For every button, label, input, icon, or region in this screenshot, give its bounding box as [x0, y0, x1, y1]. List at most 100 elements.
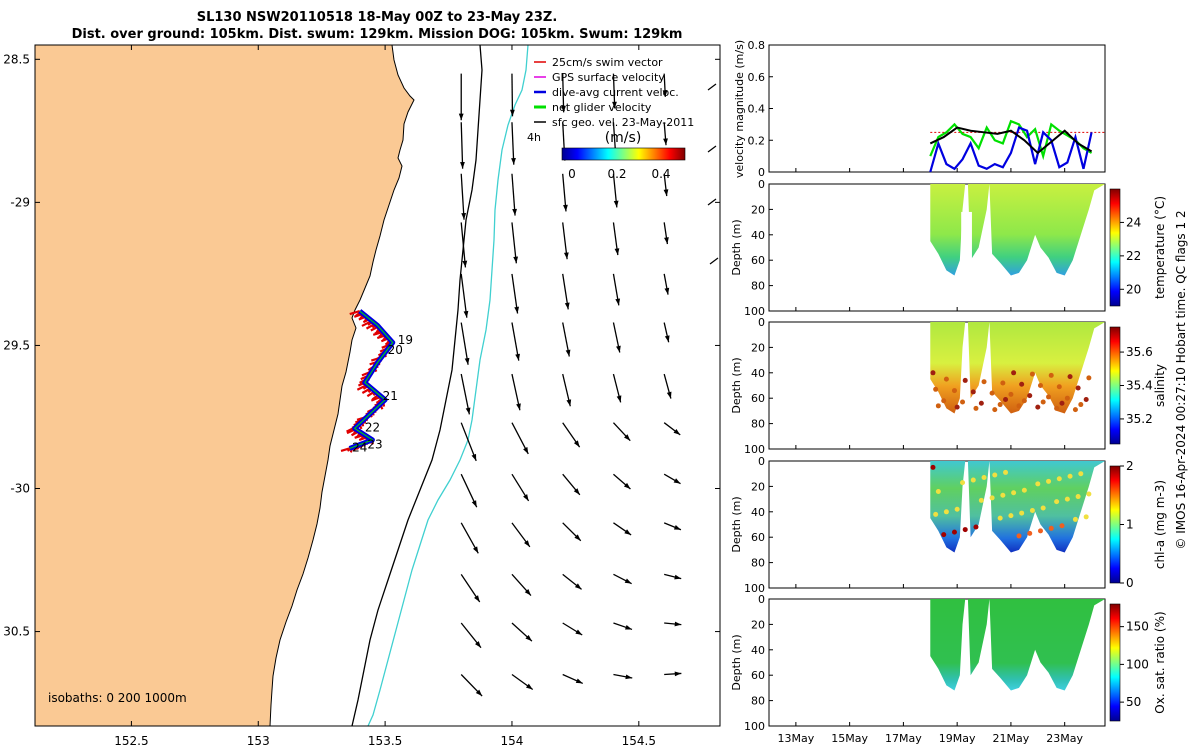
current-arrow: [663, 222, 669, 245]
section-sample-dot: [935, 488, 941, 494]
current-arrow: [511, 222, 519, 264]
section-y-tick-label: 40: [751, 506, 765, 519]
track-day-label: 19: [398, 333, 413, 347]
map-land: [35, 45, 415, 726]
current-arrow: [664, 573, 682, 580]
section-y-tick-label: 80: [751, 695, 765, 708]
section-sample-dot: [981, 379, 987, 385]
velocity-y-axis: 0 0.2 0.4 0.6 0.8: [748, 39, 773, 179]
section-sample-dot: [1035, 404, 1041, 410]
section-colorbar-label: temperature (°C): [1153, 196, 1167, 299]
map-legend: 25cm/s swim vector GPS surface velocity …: [534, 56, 694, 129]
section-sample-dot: [935, 403, 941, 409]
current-arrow: [511, 273, 520, 314]
section-sample-dot: [970, 389, 976, 395]
current-arrow: [663, 122, 668, 146]
current-arrow: [460, 122, 465, 169]
section-y-tick-label: 80: [751, 280, 765, 293]
section-sample-dot: [1008, 513, 1014, 519]
map-frame: [34, 44, 721, 727]
legend-sfc-geo: sfc geo. vel. 23-May-2011: [534, 116, 694, 129]
section-x-tick-label: 21May: [993, 732, 1030, 745]
velocity-panel: 0 0.2 0.4 0.6 0.8 velocity magnitude (m/s): [733, 39, 1106, 179]
current-arrow: [561, 73, 566, 113]
map-colorbar-tick-2: 0.4: [651, 167, 670, 181]
section-x-tick-label: 23May: [1046, 732, 1083, 745]
section-sample-dot: [1054, 499, 1060, 505]
velocity-y-tick-label: 0.2: [748, 134, 766, 147]
current-arrow: [613, 573, 632, 585]
section-sample-dot: [1072, 516, 1078, 522]
isobath-200: [351, 45, 483, 726]
section-colorbar-label: Ox. sat. ratio (%): [1153, 611, 1167, 713]
current-arrow: [709, 257, 719, 265]
current-arrow: [613, 673, 633, 680]
section-colorbar-label: chl-a (mg m-3): [1153, 480, 1167, 569]
section-sample-dot: [1075, 385, 1081, 391]
annotation-4h: 4h: [527, 131, 541, 144]
map-y-tick-label: 28.5: [3, 52, 30, 66]
section-sample-dot: [1008, 391, 1014, 397]
section-sample-dot: [978, 497, 984, 503]
glider-track: [340, 309, 396, 453]
current-arrow: [511, 373, 521, 411]
section-y-tick-label: 100: [744, 443, 765, 456]
section-sample-dot: [1037, 383, 1043, 388]
current-arrow: [511, 522, 531, 548]
section-sample-dot: [1003, 396, 1009, 402]
section-sample-dot: [997, 402, 1003, 408]
section-ylabel: Depth (m): [730, 357, 743, 413]
section-ylabel: Depth (m): [730, 496, 743, 552]
map-colorbar-tick-0: 0: [568, 167, 576, 181]
swim-vector: [349, 310, 361, 316]
section-sample-dot: [1083, 514, 1089, 520]
map-y-tick-label: 30.5: [3, 625, 30, 639]
current-arrow: [460, 322, 470, 365]
section-sample-dot: [1083, 396, 1089, 402]
section-sample-dot: [1000, 380, 1006, 386]
current-arrow: [562, 573, 582, 590]
section-y-tick-label: 100: [744, 720, 765, 733]
title-line-2: Dist. over ground: 105km. Dist. swum: 12…: [72, 27, 683, 42]
section-colorbar: [1109, 326, 1121, 445]
legend-swim-vector: 25cm/s swim vector: [534, 56, 663, 69]
current-arrow: [562, 373, 572, 407]
current-arrow: [662, 73, 668, 97]
section-y-tick-label: 0: [758, 178, 765, 191]
section-sample-dot: [1086, 375, 1092, 381]
section-sample-dot: [1086, 491, 1092, 497]
section-sample-dot: [951, 529, 957, 535]
section-colorbar-tick-label: 2: [1126, 459, 1134, 473]
current-arrow: [460, 622, 482, 649]
current-arrow: [562, 473, 581, 496]
section-y-tick-label: 40: [751, 367, 765, 380]
map-panel: 152.5 153 153.5 154 154.5 28.5 -29 29.5 -30 30.5…: [3, 44, 721, 748]
current-arrow: [511, 322, 520, 361]
track-day-label: 20: [388, 343, 403, 357]
section-sample-dot: [1019, 381, 1025, 387]
section-sample-dot: [1048, 525, 1054, 531]
section-y-tick-label: 100: [744, 582, 765, 595]
current-arrow: [613, 473, 631, 490]
section-sample-dot: [930, 370, 936, 376]
current-arrow: [562, 522, 582, 542]
section-sample-dot: [1048, 372, 1054, 378]
legend-net-glider-label: net glider velocity: [552, 101, 652, 114]
map-colorbar-bar: [561, 147, 686, 161]
section-y-tick-label: 20: [751, 203, 765, 216]
section-sample-dot: [962, 527, 968, 533]
section-fill: [930, 599, 1105, 691]
section-y-tick-label: 40: [751, 644, 765, 657]
section-sample-dot: [1019, 510, 1025, 516]
section-sample-dot: [989, 390, 995, 396]
section-colorbar: [1109, 465, 1121, 584]
legend-swim-vector-label: 25cm/s swim vector: [552, 56, 663, 69]
legend-gps-velocity: GPS surface velocity: [534, 71, 665, 84]
map-y-tick-label: -29: [10, 195, 30, 209]
velocity-y-tick-label: 0.6: [748, 71, 766, 84]
section-x-tick-label: 15May: [831, 732, 868, 745]
chla-section: 0 20 40 60 80 100 Depth (m) 0 1 2 chl-a (mg m-3): [730, 455, 1167, 595]
section-colorbar-tick-label: 24: [1126, 215, 1141, 229]
isobaths-label: isobaths: 0 200 1000m: [48, 691, 187, 705]
